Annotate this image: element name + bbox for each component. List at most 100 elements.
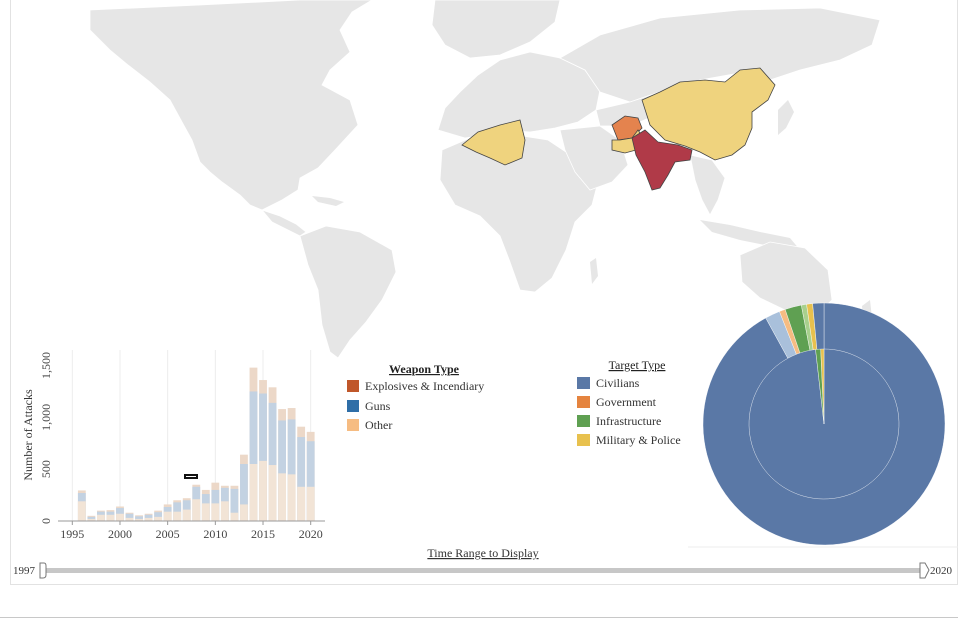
bar-x-tick-label: 2015 bbox=[251, 527, 275, 541]
weapon-legend-label-explosives: Explosives & Incendiary bbox=[365, 379, 484, 393]
time-slider-title: Time Range to Display bbox=[427, 546, 538, 560]
bar-chart-marks[interactable] bbox=[77, 367, 315, 521]
bar-y-tick-label: 0 bbox=[39, 518, 53, 524]
target-legend-label-government: Government bbox=[596, 395, 657, 409]
bar-segment-base[interactable] bbox=[297, 486, 306, 521]
bar-segment-base[interactable] bbox=[240, 504, 248, 521]
bar-segment-top[interactable] bbox=[259, 393, 267, 521]
weapon-type-legend: Weapon Type Explosives & Incendiary Guns… bbox=[347, 362, 484, 432]
page-divider bbox=[0, 617, 958, 618]
bar-segment-base[interactable] bbox=[278, 473, 286, 521]
bar-segment-base[interactable] bbox=[144, 517, 153, 521]
map-land-africa bbox=[439, 133, 599, 293]
target-legend-label-military: Military & Police bbox=[596, 433, 681, 447]
bar-x-tick-label: 2005 bbox=[156, 527, 180, 541]
bar-segment-base[interactable] bbox=[211, 503, 220, 521]
bar-segment-base[interactable] bbox=[287, 474, 296, 521]
donut-inner-slice[interactable] bbox=[820, 348, 825, 425]
bar-x-tick-label: 2000 bbox=[108, 527, 132, 541]
bar-segment-base[interactable] bbox=[106, 514, 115, 521]
map-land-greenland bbox=[431, 0, 561, 59]
time-slider-start-handle[interactable] bbox=[39, 562, 47, 579]
target-legend-swatch-civilians[interactable] bbox=[577, 377, 590, 389]
weapon-legend-label-guns: Guns bbox=[365, 399, 391, 413]
bar-segment-top[interactable] bbox=[144, 514, 153, 521]
target-legend-swatch-infrastructure[interactable] bbox=[577, 415, 590, 427]
map-land-madagascar bbox=[590, 258, 598, 284]
bar-segment-base[interactable] bbox=[182, 509, 191, 521]
target-legend-label-infrastructure: Infrastructure bbox=[596, 414, 661, 428]
weapon-legend-swatch-guns[interactable] bbox=[347, 400, 359, 412]
bar-chart-y-ticks: 0 500 1,000 1,500 bbox=[39, 352, 53, 524]
bar-segment-base[interactable] bbox=[87, 518, 96, 521]
bar-chart-y-axis-label: Number of Attacks bbox=[21, 389, 35, 481]
bar-segment-base[interactable] bbox=[77, 501, 86, 521]
bar-segment-base[interactable] bbox=[201, 503, 210, 521]
map-country-india[interactable] bbox=[631, 129, 693, 191]
bar-segment-top[interactable] bbox=[240, 464, 248, 521]
target-legend-swatch-government[interactable] bbox=[577, 396, 590, 408]
bar-segment-top[interactable] bbox=[154, 512, 163, 521]
bar-segment-base[interactable] bbox=[97, 514, 105, 521]
bar-segment-top[interactable] bbox=[278, 420, 286, 521]
donut-outer-ring[interactable] bbox=[702, 302, 946, 546]
time-slider-track[interactable] bbox=[43, 568, 927, 573]
target-legend-title: Target Type bbox=[609, 358, 666, 372]
bar-segment-top[interactable] bbox=[135, 516, 143, 521]
map-land-caribbean bbox=[312, 196, 344, 206]
target-legend-swatch-military[interactable] bbox=[577, 434, 590, 446]
bar-y-tick-label: 1,000 bbox=[39, 404, 53, 431]
bar-x-tick-label: 1995 bbox=[60, 527, 84, 541]
time-slider-min-label: 1997 bbox=[13, 565, 36, 577]
bar-segment-base[interactable] bbox=[135, 518, 143, 521]
target-legend-label-civilians: Civilians bbox=[596, 376, 640, 390]
bar-segment-top[interactable] bbox=[297, 437, 306, 521]
map-land-central-america bbox=[260, 209, 307, 237]
bar-segment-base[interactable] bbox=[220, 501, 229, 521]
bar-x-tick-label: 2020 bbox=[299, 527, 323, 541]
bar-segment-top[interactable] bbox=[268, 402, 277, 521]
time-slider-end-handle[interactable] bbox=[919, 562, 930, 579]
map-land-middle-east bbox=[559, 125, 629, 191]
bar-segment-base[interactable] bbox=[154, 516, 163, 521]
target-donut-chart bbox=[688, 302, 958, 548]
weapon-legend-label-other: Other bbox=[365, 418, 392, 432]
map-land-southeast-asia bbox=[689, 154, 726, 216]
time-range-slider[interactable]: Time Range to Display 1997 2020 bbox=[13, 546, 953, 579]
bar-segment-base[interactable] bbox=[173, 511, 182, 521]
bar-y-tick-label: 1,500 bbox=[39, 352, 53, 379]
bar-segment-top[interactable] bbox=[249, 391, 258, 521]
donut-inner-pie[interactable] bbox=[748, 348, 900, 500]
weapon-legend-swatch-explosives[interactable] bbox=[347, 380, 359, 392]
bar-segment-top[interactable] bbox=[230, 488, 239, 521]
bar-segment-base[interactable] bbox=[306, 486, 315, 521]
map-land-north-america bbox=[89, 0, 373, 211]
map-land-russia bbox=[559, 7, 881, 103]
map-land-south-america bbox=[299, 225, 397, 359]
map-land-japan bbox=[778, 100, 794, 135]
bar-segment-base[interactable] bbox=[268, 465, 277, 521]
bar-hover-marker-inner bbox=[186, 476, 196, 477]
bar-segment-base[interactable] bbox=[116, 513, 124, 521]
bar-segment-base[interactable] bbox=[249, 464, 258, 521]
bar-segment-base[interactable] bbox=[259, 460, 267, 521]
weapon-legend-title: Weapon Type bbox=[389, 362, 460, 376]
target-type-legend: Target Type Civilians Government Infrast… bbox=[577, 358, 681, 447]
bar-segment-base[interactable] bbox=[230, 512, 239, 521]
bar-segment-top[interactable] bbox=[287, 419, 296, 521]
bar-segment-base[interactable] bbox=[163, 511, 172, 521]
weapon-legend-swatch-other[interactable] bbox=[347, 419, 359, 431]
bar-x-tick-label: 2010 bbox=[203, 527, 227, 541]
bar-segment-base[interactable] bbox=[192, 499, 201, 521]
attacks-bar-chart: 1995 2000 2005 2010 2015 2020 05001,0001,500 … bbox=[21, 350, 325, 541]
bar-segment-top[interactable] bbox=[306, 441, 315, 521]
time-slider-max-label: 2020 bbox=[930, 565, 953, 577]
map-country-algeria[interactable] bbox=[461, 119, 526, 166]
bar-y-tick-label: 500 bbox=[39, 460, 53, 478]
bar-chart-x-ticks: 1995 2000 2005 2010 2015 2020 bbox=[58, 520, 325, 541]
world-map[interactable] bbox=[89, 0, 881, 359]
map-country-china[interactable] bbox=[641, 67, 776, 161]
bar-segment-base[interactable] bbox=[125, 517, 134, 521]
bar-segment-top[interactable] bbox=[125, 513, 134, 521]
